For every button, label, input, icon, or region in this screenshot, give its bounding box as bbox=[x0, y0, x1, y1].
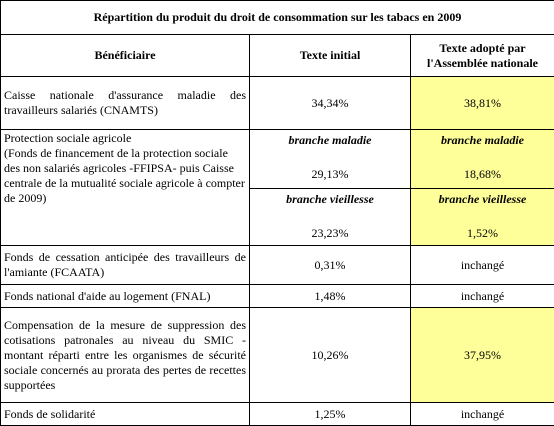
cell: 1,25% bbox=[249, 402, 411, 426]
cell: branche maladie 18,68% bbox=[410, 129, 554, 189]
branch-label: branche vieillesse bbox=[438, 192, 527, 206]
cell: 34,34% bbox=[249, 76, 411, 130]
cell: 37,95% bbox=[410, 307, 554, 403]
column-header: Texte adopté par l'Assemblée nationale bbox=[410, 34, 554, 77]
cell: 0,31% bbox=[249, 245, 411, 285]
cell: 10,26% bbox=[249, 307, 411, 403]
cell: Fonds national d'aide au logement (FNAL) bbox=[0, 284, 250, 308]
cell: branche maladie 29,13% bbox=[249, 129, 411, 189]
cell: Protection sociale agricole (Fonds de fi… bbox=[0, 129, 250, 246]
cell: Fonds de cessation anticipée des travail… bbox=[0, 245, 250, 285]
branch-label: branche maladie bbox=[288, 133, 372, 147]
cell: branche vieillesse 1,52% bbox=[410, 188, 554, 246]
cell: Caisse nationale d'assurance maladie des… bbox=[0, 76, 250, 130]
value: 23,23% bbox=[311, 226, 349, 240]
cell: Fonds de solidarité bbox=[0, 402, 250, 426]
value: 29,13% bbox=[311, 167, 349, 181]
column-header: Bénéficiaire bbox=[0, 34, 250, 77]
label: Protection sociale agricole bbox=[4, 131, 132, 145]
value: 18,68% bbox=[464, 167, 501, 181]
value: 1,52% bbox=[467, 226, 498, 240]
cell: 1,48% bbox=[249, 284, 411, 308]
branch-label: branche maladie bbox=[441, 133, 524, 147]
cell: branche vieillesse 23,23% bbox=[249, 188, 411, 246]
branch-label: branche vieillesse bbox=[286, 192, 374, 206]
cell: inchangé bbox=[410, 245, 554, 285]
column-header: Texte initial bbox=[249, 34, 411, 77]
cell: inchangé bbox=[410, 402, 554, 426]
table-title: Répartition du produit du droit de conso… bbox=[0, 0, 554, 35]
cell: Compensation de la mesure de suppression… bbox=[0, 307, 250, 403]
cell: inchangé bbox=[410, 284, 554, 308]
detail: (Fonds de financement de la protection s… bbox=[4, 146, 245, 205]
cell: 38,81% bbox=[410, 76, 554, 130]
